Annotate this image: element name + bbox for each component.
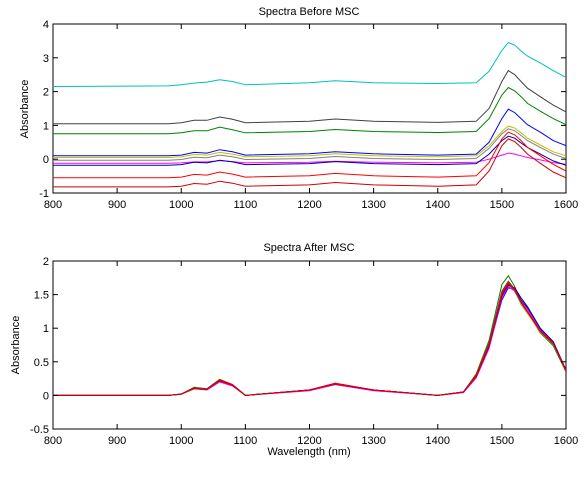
x-tick-label: 800 xyxy=(44,199,62,211)
x-tick-label: 1600 xyxy=(554,199,578,211)
y-tick-label: -0.5 xyxy=(30,424,49,436)
series-line-8 xyxy=(53,135,566,166)
x-tick-label: 1600 xyxy=(554,435,578,447)
x-tick-label: 1400 xyxy=(426,435,450,447)
series-line-10 xyxy=(53,138,566,188)
x-tick-label: 1300 xyxy=(361,435,385,447)
y-axis-label: Absorbance xyxy=(19,80,31,139)
x-axis-label: Wavelength (nm) xyxy=(267,446,350,458)
y-tick-label: 0 xyxy=(43,390,49,402)
series-line-1 xyxy=(53,42,566,87)
panel-after-msc: Spectra After MSC Absorbance Wavelength … xyxy=(10,242,578,458)
chart-title: Spectra Before MSC xyxy=(259,6,360,18)
x-tick-label: 900 xyxy=(108,435,126,447)
series-line-2 xyxy=(53,69,566,125)
x-tick-label: 800 xyxy=(44,435,62,447)
x-tick-label: 1100 xyxy=(234,435,258,447)
y-tick-label: 4 xyxy=(43,19,49,31)
x-tick-label: 1300 xyxy=(361,199,385,211)
chart-title: Spectra After MSC xyxy=(263,242,354,254)
series-line-7 xyxy=(53,152,566,165)
series-line-4 xyxy=(53,108,566,157)
y-axis-label: Absorbance xyxy=(10,316,22,375)
series-line-6 xyxy=(53,128,566,161)
x-tick-label: 1500 xyxy=(490,435,514,447)
x-tick-label: 1000 xyxy=(169,435,193,447)
plot-area: 800 900 1000 1100 1200 1300 1400 1500 1600 -0.5 0 0… xyxy=(30,256,578,447)
series-line-3 xyxy=(53,86,566,135)
x-tick-label: 1200 xyxy=(297,435,321,447)
y-tick-label: 0 xyxy=(43,154,49,166)
y-tick-label: 2 xyxy=(43,256,49,268)
y-tick-label: 1 xyxy=(43,120,49,132)
y-tick-label: 1.5 xyxy=(34,290,49,302)
axes-frame xyxy=(52,260,567,430)
plot-area: 800 900 1000 1100 1200 1300 1400 1500 1600 -1 0 1 2 3… xyxy=(39,19,578,211)
series-line-9 xyxy=(53,283,566,396)
x-tick-label: 1000 xyxy=(169,199,193,211)
x-tick-label: 1200 xyxy=(297,199,321,211)
x-tick-label: 1100 xyxy=(234,199,258,211)
series-line-9 xyxy=(53,131,566,179)
x-tick-label: 900 xyxy=(108,199,126,211)
panel-before-msc: Spectra Before MSC Absorbance 800 900 1000… xyxy=(19,6,578,211)
y-tick-label: -1 xyxy=(39,188,49,200)
y-tick-label: 3 xyxy=(43,53,49,65)
x-tick-label: 1400 xyxy=(426,199,450,211)
y-tick-label: 2 xyxy=(43,87,49,99)
x-tick-label: 1500 xyxy=(490,199,514,211)
y-tick-label: 0.5 xyxy=(34,357,49,369)
y-tick-label: 1 xyxy=(43,323,49,335)
series-line-5 xyxy=(53,125,566,158)
